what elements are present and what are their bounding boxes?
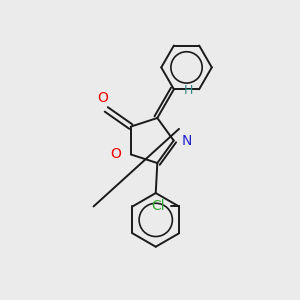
Text: N: N xyxy=(182,134,192,148)
Text: H: H xyxy=(184,84,194,98)
Text: Cl: Cl xyxy=(151,199,165,213)
Text: O: O xyxy=(98,91,109,105)
Text: O: O xyxy=(110,147,122,161)
